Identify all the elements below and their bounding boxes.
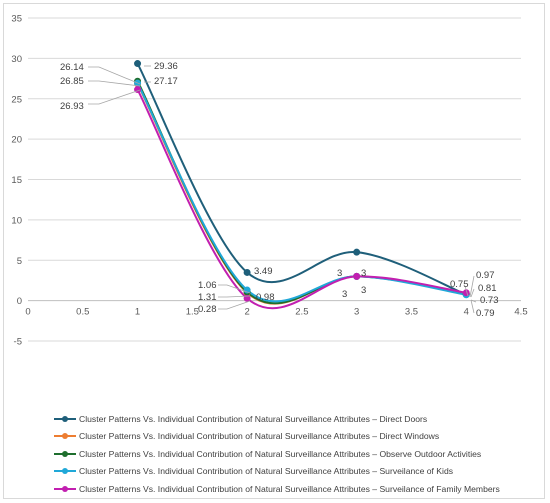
y-tick-label: 15: [11, 175, 22, 186]
x-tick-label: 0: [25, 307, 30, 318]
data-point-s0-1: [243, 268, 251, 276]
legend-label: Cluster Patterns Vs. Individual Contribu…: [79, 413, 428, 424]
leader-line-4: [88, 89, 141, 105]
legend-marker-icon: [54, 431, 76, 441]
leader-line-9: [469, 275, 475, 298]
x-tick-label: 1: [135, 307, 140, 318]
legend-item-4: Cluster Patterns Vs. Individual Contribu…: [54, 480, 544, 498]
leader-line-11: [470, 299, 477, 303]
data-label: 0.79: [476, 308, 495, 319]
legend-marker-icon: [54, 466, 76, 476]
leader-line-5: [218, 284, 251, 294]
data-label: 26.93: [60, 101, 84, 112]
x-tick-label: 4.5: [514, 307, 527, 318]
data-label: 3: [342, 289, 347, 300]
x-tick-label: 3: [354, 307, 359, 318]
chart-legend: Cluster Patterns Vs. Individual Contribu…: [54, 410, 544, 498]
data-label: 0.98: [256, 292, 275, 303]
data-label: 0.97: [476, 270, 495, 281]
data-label: 26.85: [60, 76, 84, 87]
x-tick-label: 2: [244, 307, 249, 318]
legend-label: Cluster Patterns Vs. Individual Contribu…: [79, 483, 500, 494]
legend-marker-icon: [54, 414, 76, 424]
leader-line-8: [464, 285, 469, 297]
legend-marker-icon: [54, 484, 76, 494]
data-label: 0.75: [450, 279, 469, 290]
y-tick-label: 20: [11, 135, 22, 146]
data-point-s4-2: [353, 272, 361, 280]
data-point-s0-0: [134, 60, 142, 68]
y-tick-label: 10: [11, 215, 22, 226]
data-label: 27.17: [154, 76, 178, 87]
leader-line-12: [470, 299, 475, 314]
data-label: 1.31: [198, 292, 217, 303]
legend-label: Cluster Patterns Vs. Individual Contribu…: [79, 431, 440, 442]
x-tick-label: 1.5: [186, 307, 199, 318]
series-line-4: [136, 89, 467, 310]
data-label: 3: [361, 285, 366, 296]
leader-line-7: [218, 300, 251, 310]
legend-label: Cluster Patterns Vs. Individual Contribu…: [79, 466, 454, 477]
data-label: 26.14: [60, 62, 84, 73]
y-tick-label: 25: [11, 94, 22, 105]
series-line-3: [136, 82, 467, 303]
y-tick-label: 30: [11, 54, 22, 65]
legend-item-0: Cluster Patterns Vs. Individual Contribu…: [54, 410, 544, 428]
leader-line-6: [218, 295, 251, 298]
leader-line-0: [88, 66, 141, 85]
y-tick-label: 5: [17, 256, 22, 267]
data-label: 3: [337, 268, 342, 279]
line-chart: -5 0 5 10 15 20 25 30 35 0 0.5 1 1.5 2 2.5 3 3.5 4 4.5 26.1…: [11, 14, 527, 348]
data-label: 0.28: [198, 304, 217, 315]
series-line-0: [136, 63, 467, 296]
data-label: 0.81: [478, 283, 497, 294]
data-point-s0-2: [353, 248, 361, 256]
legend-marker-icon: [54, 449, 76, 459]
x-tick-label: 3.5: [405, 307, 418, 318]
legend-item-2: Cluster Patterns Vs. Individual Contribu…: [54, 445, 544, 463]
y-tick-label: -5: [14, 337, 22, 348]
data-label: 29.36: [154, 61, 178, 72]
x-tick-label: 4: [464, 307, 469, 318]
y-tick-label: 35: [11, 14, 22, 25]
legend-label: Cluster Patterns Vs. Individual Contribu…: [79, 448, 482, 459]
legend-item-3: Cluster Patterns Vs. Individual Contribu…: [54, 463, 544, 481]
leader-line-2: [88, 80, 141, 87]
data-label: 3: [361, 268, 366, 279]
x-tick-label: 0.5: [76, 307, 89, 318]
chart-frame: -5 0 5 10 15 20 25 30 35 0 0.5 1 1.5 2 2.5 3 3.5 4 4.5 26.1…: [3, 3, 545, 499]
leader-line-10: [470, 288, 475, 298]
legend-item-1: Cluster Patterns Vs. Individual Contribu…: [54, 428, 544, 446]
x-tick-label: 2.5: [295, 307, 308, 318]
data-label: 3.49: [254, 266, 273, 277]
data-point-s4-1: [243, 294, 251, 302]
data-label: 1.06: [198, 280, 217, 291]
y-tick-label: 0: [17, 296, 22, 307]
data-label: 0.73: [480, 295, 499, 306]
